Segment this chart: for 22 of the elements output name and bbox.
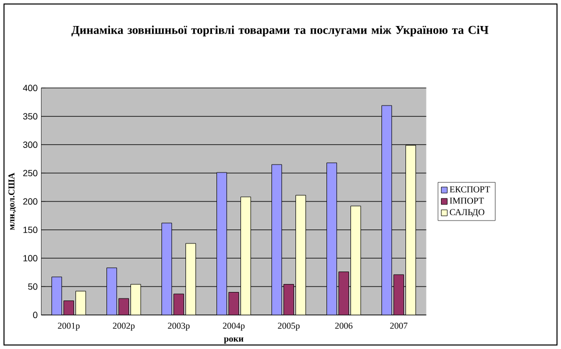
x-tick-label: 2003р	[168, 322, 190, 331]
y-tick-label: 350	[23, 113, 38, 120]
y-tick-label: 150	[23, 226, 38, 234]
y-tick-label: 100	[23, 255, 38, 262]
y-tick-label: 400	[22, 84, 38, 92]
x-tick-label: 2002р	[112, 322, 135, 331]
legend-label: ЕКСПОРТ	[450, 186, 490, 192]
y-tick-label: 250	[23, 170, 38, 176]
x-tick-label: 2001р	[58, 322, 80, 331]
y-axis-title: млн.дол.США	[8, 172, 16, 230]
y-tick-label: 300	[23, 142, 38, 148]
x-tick-label: 2006	[335, 322, 352, 329]
legend-label: САЛЬДО	[450, 209, 484, 217]
chart-title: Динаміка зовнішньої торгівлі товарами та послугами між Україною та СіЧ	[71, 26, 488, 36]
legend-label: ІМПОРТ	[450, 198, 484, 204]
x-tick-label: 2007	[390, 322, 408, 329]
y-tick-label: 50	[28, 283, 38, 290]
y-tick-label: 200	[23, 198, 38, 205]
x-tick-label: 2004р	[222, 322, 245, 331]
y-tick-label: 0	[33, 312, 38, 318]
x-axis-title: роки	[224, 337, 244, 344]
x-tick-label: 2005р	[278, 322, 300, 331]
